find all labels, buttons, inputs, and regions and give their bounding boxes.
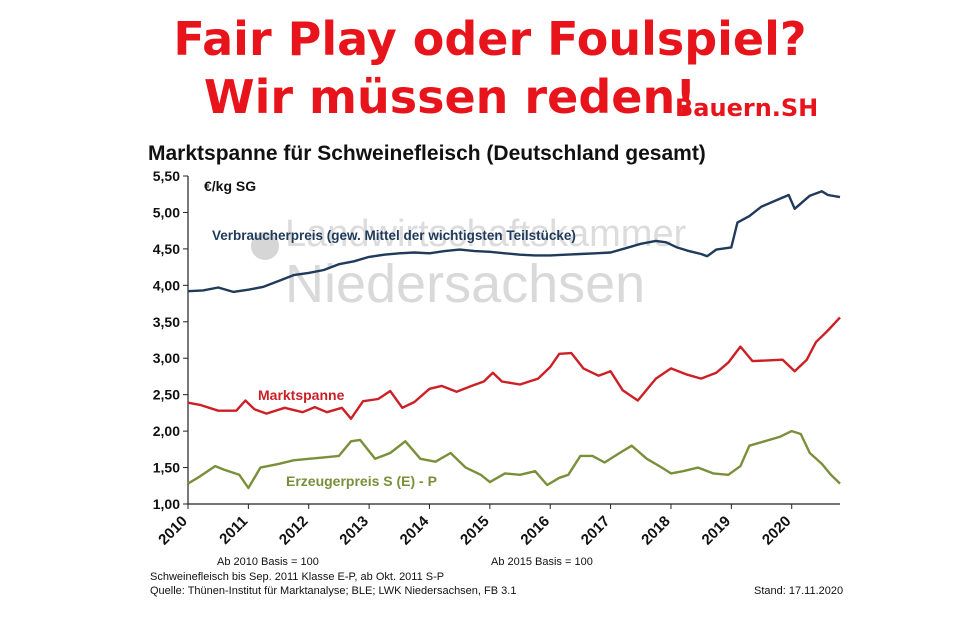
y-tick-label: 4,00 bbox=[153, 277, 180, 293]
brand-label: Bauern.SH bbox=[675, 94, 819, 122]
headline-line-2: Wir müssen reden! bbox=[203, 70, 697, 124]
headline-line-1: Fair Play oder Foulspiel? bbox=[173, 12, 807, 66]
x-tick-labels: 2010 2011 2012 2013 2014 2015 2016 2017 2018 2019… bbox=[155, 512, 794, 548]
watermark-line-1: Landwirtschaftskammer bbox=[285, 213, 687, 255]
x-tick-label: 2016 bbox=[517, 513, 553, 549]
x-tick-label: 2018 bbox=[638, 513, 674, 549]
footnote-stand: Stand: 17.11.2020 bbox=[754, 585, 844, 597]
watermark: Landwirtschaftskammer Niedersachsen bbox=[251, 213, 687, 314]
y-tick-label: 2,50 bbox=[153, 387, 180, 403]
series-lines bbox=[187, 190, 841, 490]
y-tick-label: 4,50 bbox=[153, 241, 180, 257]
x-tick-label: 2010 bbox=[155, 513, 191, 549]
x-tick-label: 2014 bbox=[397, 512, 433, 548]
note-basis-2010: Ab 2010 Basis = 100 bbox=[217, 556, 319, 568]
producer-price-line bbox=[187, 429, 841, 490]
note-basis-2015: Ab 2015 Basis = 100 bbox=[491, 556, 593, 568]
x-tick-label: 2013 bbox=[336, 513, 372, 549]
chart-title: Marktspanne für Schweinefleisch (Deutsch… bbox=[148, 142, 706, 165]
x-tick-label: 2011 bbox=[216, 513, 251, 548]
series-label-market-margin: Marktspanne bbox=[258, 387, 345, 403]
watermark-logo-circle bbox=[251, 232, 279, 260]
y-tick-label: 1,50 bbox=[153, 460, 180, 476]
footnote-line-1: Schweinefleisch bis Sep. 2011 Klasse E-P… bbox=[150, 571, 445, 583]
x-tick-label: 2019 bbox=[699, 513, 735, 549]
y-tick-labels: 1,00 1,50 2,00 2,50 3,00 3,50 4,00 4,50 5,00 5,50 bbox=[153, 168, 180, 512]
series-label-consumer-price: Verbraucherpreis (gew. Mittel der wichti… bbox=[212, 228, 576, 243]
unit-label: €/kg SG bbox=[204, 178, 256, 194]
consumer-price-line bbox=[187, 190, 841, 294]
x-tick-label: 2017 bbox=[578, 513, 614, 549]
y-tick-label: 5,50 bbox=[153, 168, 180, 184]
series-label-producer-price: Erzeugerpreis S (E) - P bbox=[286, 473, 437, 489]
x-tick-label: 2012 bbox=[276, 513, 312, 549]
axes bbox=[183, 175, 840, 509]
y-tick-label: 5,00 bbox=[153, 204, 180, 220]
market-margin-line bbox=[187, 316, 841, 420]
x-tick-label: 2015 bbox=[457, 513, 493, 549]
y-tick-label: 3,50 bbox=[153, 314, 180, 330]
footnote-source: Quelle: Thünen-Institut für Marktanalyse… bbox=[150, 585, 517, 597]
y-tick-label: 1,00 bbox=[153, 496, 180, 512]
x-tick-label: 2020 bbox=[759, 513, 795, 549]
y-tick-label: 3,00 bbox=[153, 350, 180, 366]
y-tick-label: 2,00 bbox=[153, 423, 180, 439]
